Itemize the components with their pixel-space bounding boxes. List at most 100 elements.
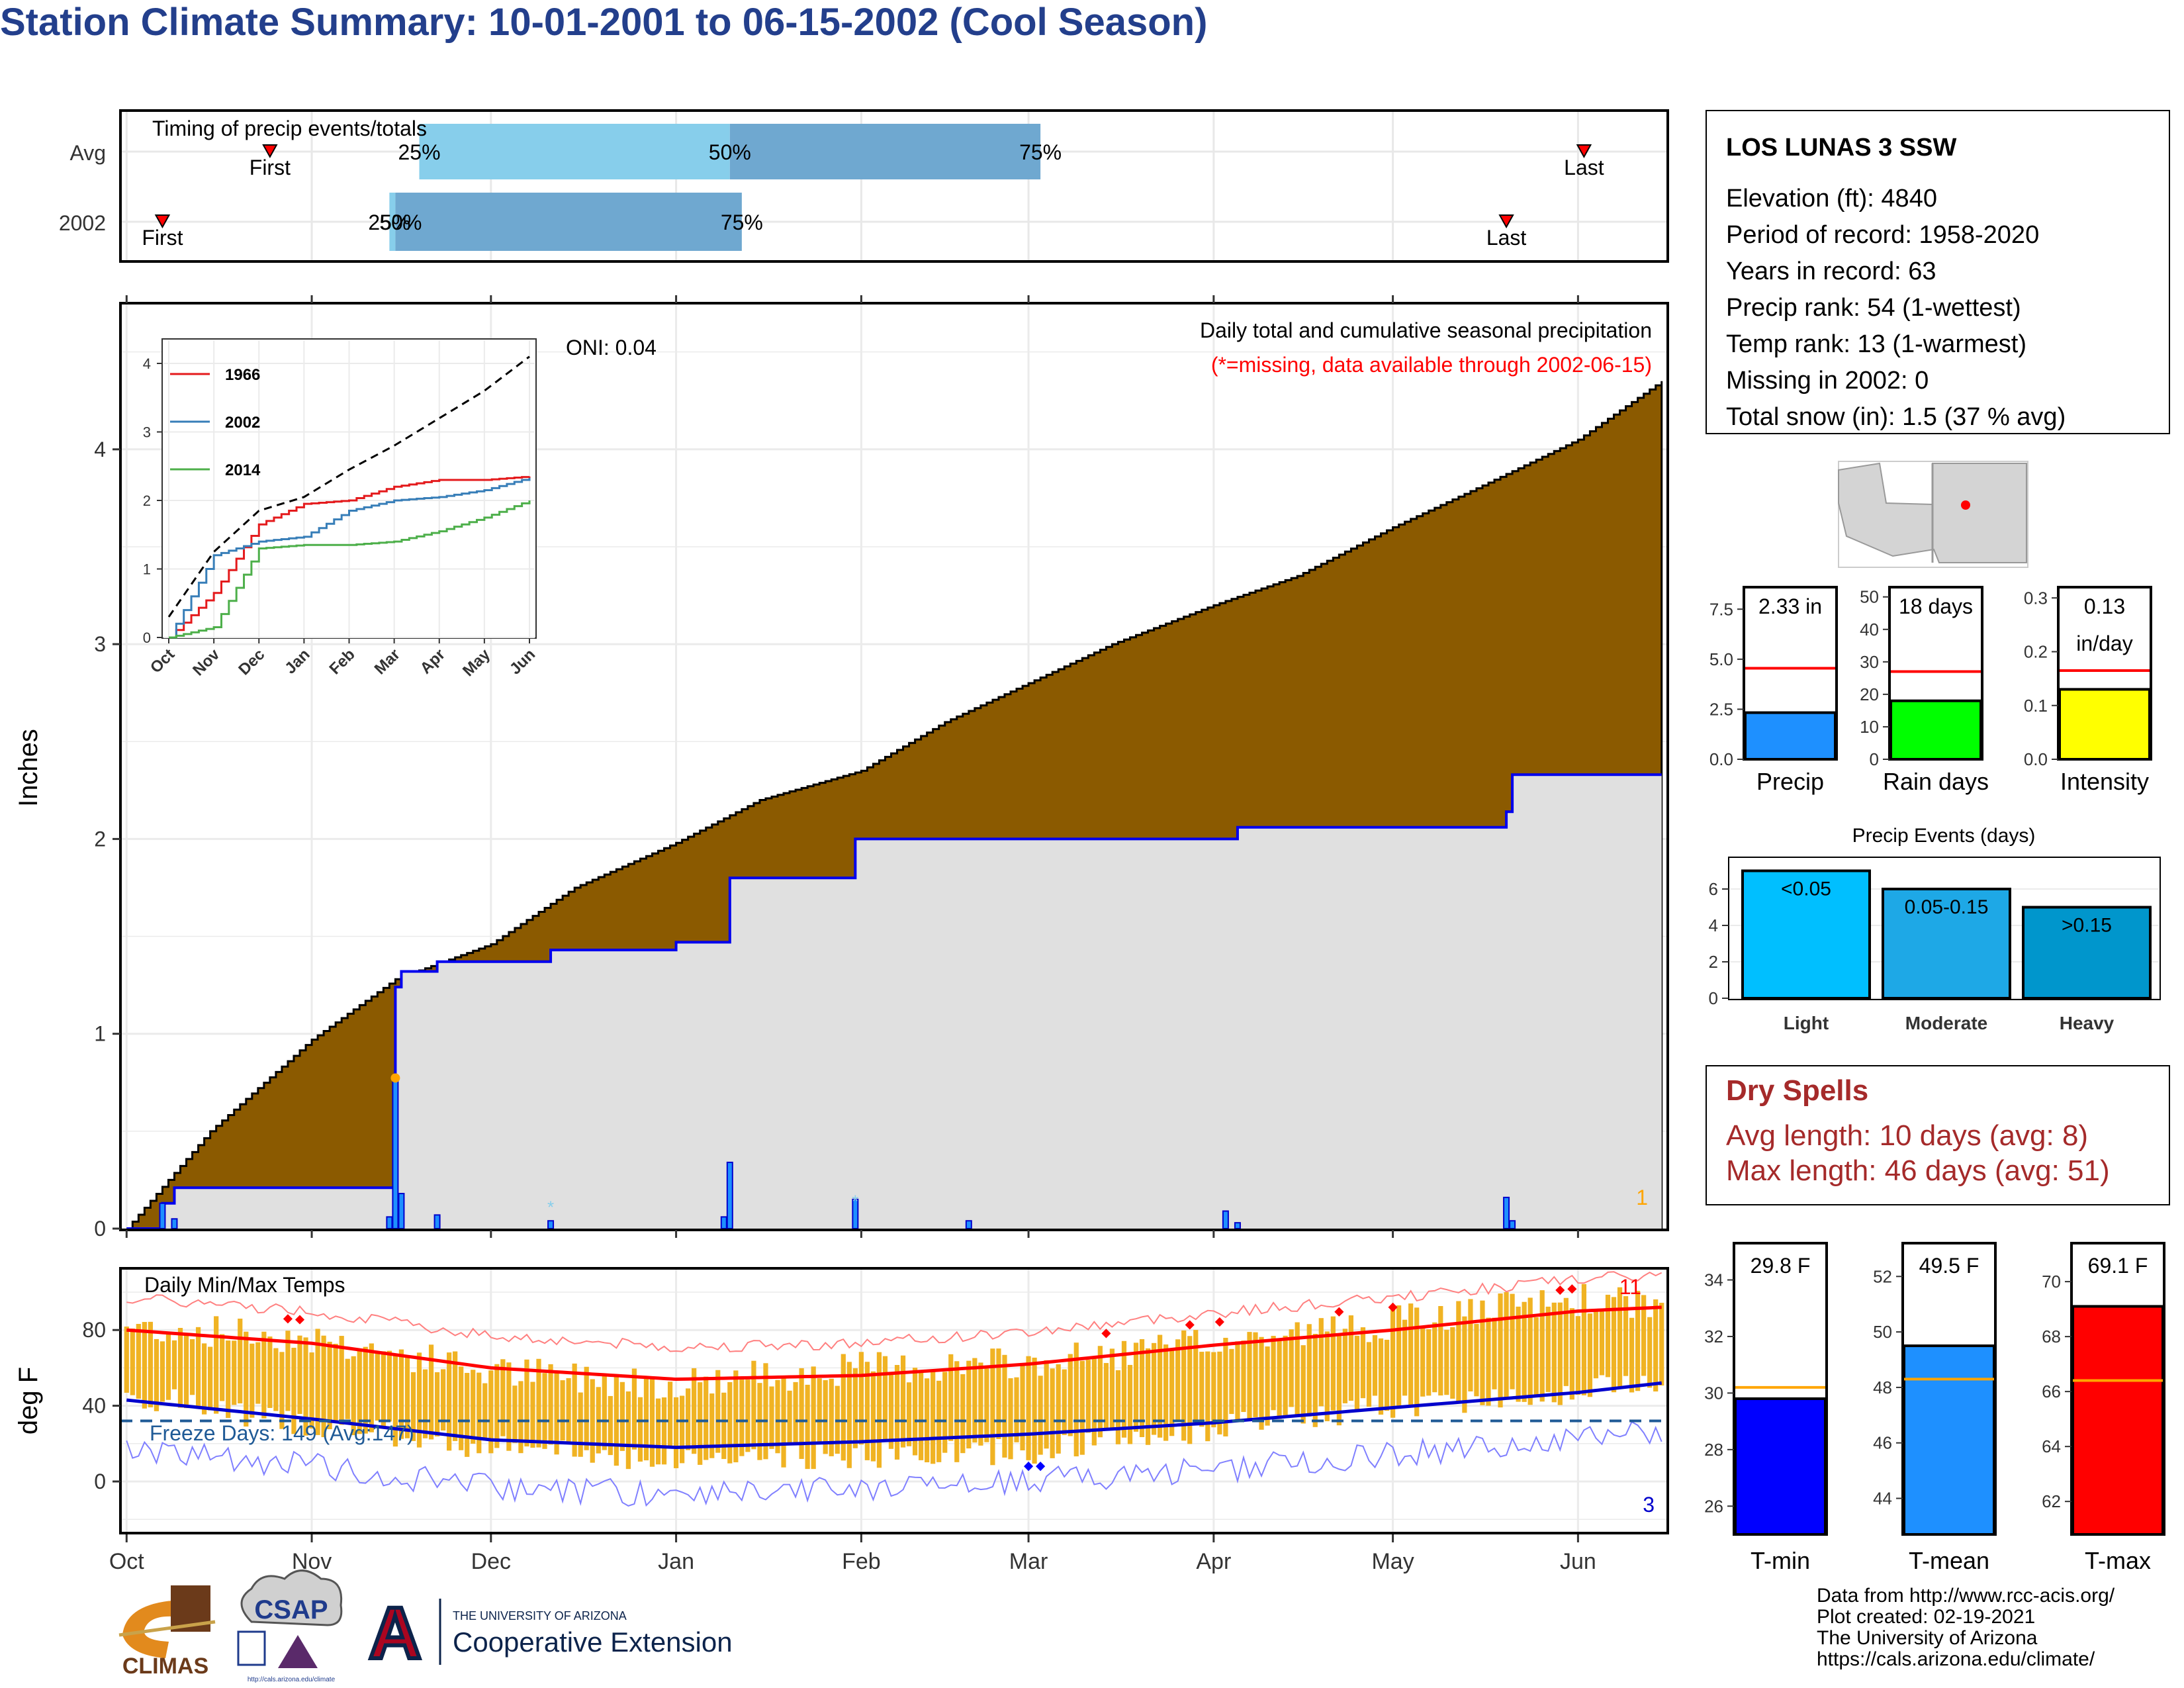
events-bar <box>2022 906 2152 1000</box>
daily-temp-bar <box>1527 1297 1533 1405</box>
intensity-panel: 0.0 0.1 0.2 0.3 0.13 in/day Intensity <box>2024 586 2152 795</box>
daily-temp-bar <box>715 1370 721 1453</box>
record-tmax-line <box>126 1271 1662 1352</box>
daily-temp-bar <box>1486 1317 1491 1406</box>
ua-line-2: Cooperative Extension <box>453 1626 733 1658</box>
daily-precip-bar <box>171 1218 178 1230</box>
daily-temp-bar <box>864 1362 870 1460</box>
temp-summary-value: 29.8 F <box>1751 1254 1811 1278</box>
temp-summary-tick: 70 <box>2042 1272 2061 1291</box>
station-line: Elevation (ft): 4840 <box>1726 185 1937 212</box>
daily-temp-bar <box>1462 1316 1467 1413</box>
daily-temp-bar <box>447 1352 452 1451</box>
daily-temp-bar <box>1533 1317 1539 1397</box>
daily-temp-bar <box>1062 1369 1067 1435</box>
missing-note: (*=missing, data available through 2002-… <box>1211 353 1652 377</box>
daily-temp-bar <box>398 1349 404 1439</box>
daily-temp-bar <box>124 1326 129 1393</box>
daily-temp-bar <box>1068 1354 1073 1436</box>
daily-temp-bar <box>494 1364 500 1448</box>
daily-temp-bar <box>643 1376 649 1461</box>
daily-temp-bar <box>1265 1346 1270 1426</box>
snow-marker: * <box>547 1197 554 1217</box>
daily-temp-bar <box>1318 1318 1324 1407</box>
footer-line: Plot created: 02-19-2021 <box>1817 1606 2035 1628</box>
daily-temp-bar <box>1653 1299 1659 1392</box>
temp-xtick: Dec <box>471 1549 511 1574</box>
daily-temp-bar <box>1432 1322 1437 1393</box>
mini-tick: 0.0 <box>2024 749 2048 769</box>
rain-days-panel: 0 10 20 30 40 50 18 days Rain days <box>1860 586 1989 795</box>
mini-tick: 2.5 <box>1709 699 1733 719</box>
avg-tmin-line <box>126 1381 1662 1450</box>
daily-temp-bar <box>1366 1342 1372 1407</box>
daily-temp-bar <box>1378 1338 1384 1415</box>
avg-bar-q50-q75 <box>729 124 1041 179</box>
inset-ytick: 4 <box>143 355 151 372</box>
daily-temp-bar <box>321 1335 326 1438</box>
daily-temp-bar <box>679 1395 685 1464</box>
daily-temp-bar <box>769 1386 774 1449</box>
temp-summary-tick: 30 <box>1704 1383 1723 1403</box>
temp-summary-tick: 26 <box>1704 1496 1723 1516</box>
station-name: LOS LUNAS 3 SSW <box>1726 134 1956 162</box>
daily-temp-bar <box>721 1392 727 1460</box>
daily-temp-bar <box>912 1368 918 1456</box>
daily-temp-bar <box>1163 1344 1169 1441</box>
temp-top-count: 11 <box>1619 1275 1641 1299</box>
daily-precip-bar <box>1503 1196 1510 1229</box>
daily-temp-bar <box>751 1360 756 1450</box>
temp-summary-tick: 62 <box>2042 1491 2061 1511</box>
daily-temp-bar <box>793 1382 798 1445</box>
daily-precip-bar <box>398 1193 405 1229</box>
daily-temp-bar <box>698 1382 703 1465</box>
daily-temp-bar <box>244 1331 249 1427</box>
temp-summary-tick: 64 <box>2042 1436 2061 1456</box>
daily-temp-bar <box>805 1384 810 1470</box>
events-bar-range: <0.05 <box>1781 878 1831 900</box>
temp-summary-tick: 28 <box>1704 1440 1723 1460</box>
daily-temp-bar <box>978 1362 983 1446</box>
daily-temp-bar <box>990 1348 995 1466</box>
y2002-pct-label: 50% <box>379 211 422 234</box>
daily-temp-bar <box>422 1369 428 1438</box>
daily-temp-bar <box>333 1344 338 1422</box>
daily-temp-bar <box>195 1327 201 1409</box>
daily-temp-bar <box>667 1382 673 1447</box>
precip-ytick: 4 <box>94 438 106 461</box>
daily-precip-bar <box>720 1216 727 1230</box>
daily-temp-bar <box>1623 1296 1629 1376</box>
daily-temp-bar <box>1079 1360 1085 1455</box>
mini-tick: 0.0 <box>1709 749 1733 769</box>
daily-temp-bar <box>649 1378 655 1467</box>
daily-temp-bar <box>1569 1308 1574 1400</box>
events-bar-range: 0.05-0.15 <box>1905 896 1989 918</box>
daily-temp-bar <box>232 1340 237 1405</box>
first-label: First <box>250 156 291 179</box>
temp-summary-value: 69.1 F <box>2088 1254 2148 1278</box>
daily-temp-bar <box>578 1392 583 1457</box>
daily-temp-bar <box>471 1370 476 1444</box>
tmean-panel: 44 46 48 50 52 49.5 F T-mean <box>1873 1242 1997 1574</box>
last-label: Last <box>1564 156 1604 179</box>
daily-temp-bar <box>434 1372 440 1436</box>
daily-temp-bar <box>1557 1302 1563 1405</box>
daily-precip-bar <box>1222 1210 1229 1229</box>
daily-temp-bar <box>255 1342 261 1404</box>
daily-temp-bar <box>1402 1319 1408 1396</box>
temp-summary-tick: 66 <box>2042 1382 2061 1401</box>
daily-temp-bar <box>1438 1305 1443 1396</box>
daily-temp-bar <box>1336 1334 1342 1426</box>
temp-summary-tick: 46 <box>1873 1433 1892 1453</box>
temp-xtick: Oct <box>109 1549 144 1574</box>
daily-temp-bar <box>410 1372 416 1441</box>
daily-temp-bar <box>1151 1342 1157 1435</box>
daily-temp-bar <box>1002 1354 1007 1458</box>
daily-temp-bar <box>297 1335 302 1415</box>
temp-xtick: May <box>1371 1549 1414 1574</box>
daily-temp-bar <box>1659 1303 1664 1386</box>
daily-temp-bar <box>858 1352 864 1445</box>
daily-temp-bar <box>1426 1329 1432 1396</box>
daily-temp-bar <box>572 1363 577 1457</box>
